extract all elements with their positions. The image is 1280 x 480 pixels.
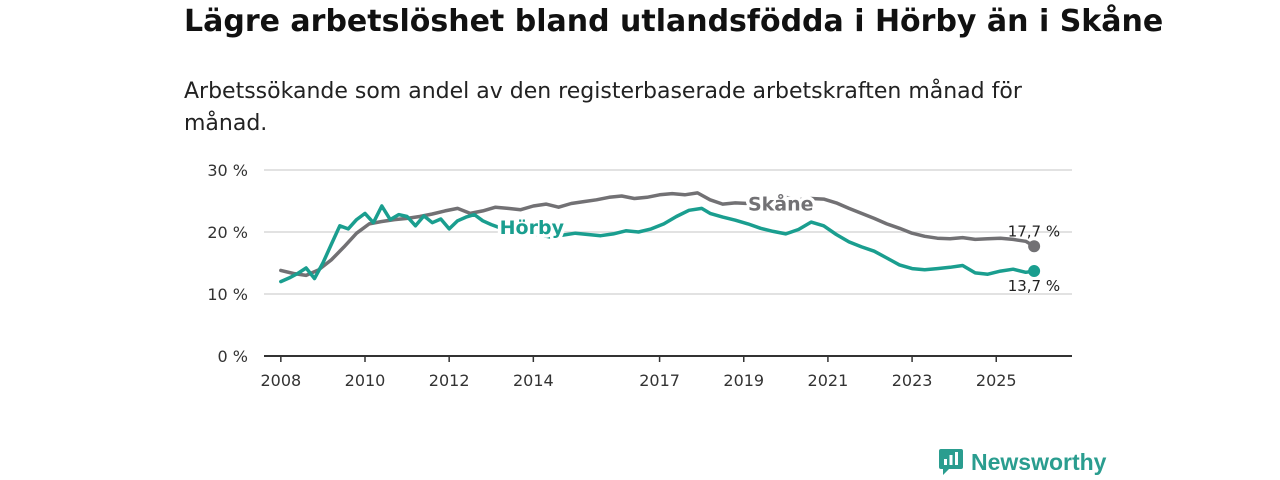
y-tick-label: 10 % — [207, 285, 248, 304]
series-line-horby — [279, 204, 1036, 284]
line-chart: 0 % 10 % 20 % 30 % 2008 2010 2012 2014 2017 2019 2… — [207, 161, 1072, 390]
chart-title: Lägre arbetslöshet bland utlandsfödda i … — [184, 4, 1164, 39]
series-label-skane: Skåne — [748, 191, 814, 215]
series-label-horby: Hörby — [500, 217, 565, 239]
x-tick-label: 2025 — [976, 371, 1017, 390]
x-tick-label: 2023 — [892, 371, 933, 390]
x-tick-label: 2017 — [639, 371, 680, 390]
end-label-skane: 17,7 % — [1008, 222, 1060, 240]
series-line-skane — [279, 191, 1036, 278]
newsworthy-logo: Newsworthy — [938, 448, 1106, 476]
chart-subtitle: Arbetssökande som andel av den registerb… — [184, 79, 1022, 136]
x-tick-label: 2008 — [260, 371, 301, 390]
y-tick-label: 0 % — [218, 347, 248, 366]
x-tick-label: 2012 — [429, 371, 470, 390]
x-tick-label: 2014 — [513, 371, 554, 390]
x-tick-label: 2019 — [723, 371, 764, 390]
end-label-horby: 13,7 % — [1008, 277, 1060, 295]
x-tick-label: 2021 — [808, 371, 849, 390]
brand-name: Newsworthy — [971, 448, 1107, 475]
x-tick-label: 2010 — [345, 371, 386, 390]
end-point-skane — [1028, 240, 1041, 253]
y-tick-label: 30 % — [207, 161, 248, 180]
y-tick-label: 20 % — [207, 223, 248, 242]
end-point-horby — [1028, 265, 1041, 278]
newsworthy-icon — [939, 449, 963, 475]
